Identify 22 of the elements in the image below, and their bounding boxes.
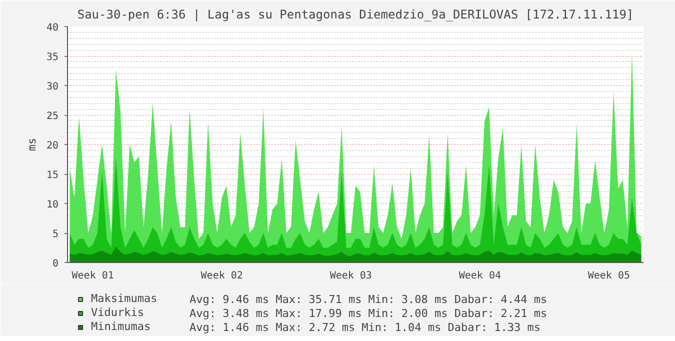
text: Avg: 1.46 ms Max: 2.72 ms Min: 1.04 ms Dabar: 1.33 ms — [190, 321, 540, 334]
x-tick-label: Week 02 — [200, 270, 243, 282]
x-tick-label: Week 05 — [588, 270, 630, 282]
legend-label: Vidurkis — [91, 306, 144, 319]
legend-label: Minimumas — [91, 320, 151, 333]
y-tick-label: 15 — [46, 170, 59, 181]
y-tick-label: 25 — [46, 111, 59, 122]
x-tick-label: Week 04 — [458, 270, 501, 282]
legend-label: Maksimumas — [91, 292, 158, 305]
y-tick-label: 10 — [46, 200, 59, 210]
x-tick-label: Week 03 — [330, 270, 372, 282]
y-tick-label: 5 — [52, 229, 59, 240]
chart-title: Sau-30-pen 6:36 | Lag'as su Pentagonas Diemedzio_9a_DERILOVAS [172.17.11.119] — [77, 8, 634, 22]
x-tick-label: Week 01 — [72, 270, 114, 282]
y-tick-label: 40 — [46, 22, 59, 34]
text: Avg: 9.46 ms Max: 35.71 ms Min: 3.08 ms Dabar: 4.44 ms — [190, 293, 548, 306]
y-tick-label: 35 — [46, 52, 59, 63]
y-tick-label: 0 — [52, 258, 59, 270]
y-tick-label: 30 — [46, 82, 59, 92]
text: Avg: 3.48 ms Max: 17.99 ms Min: 2.00 ms Dabar: 2.21 ms — [190, 307, 548, 320]
y-axis-title: ms — [25, 138, 38, 152]
y-tick-label: 20 — [46, 140, 59, 152]
